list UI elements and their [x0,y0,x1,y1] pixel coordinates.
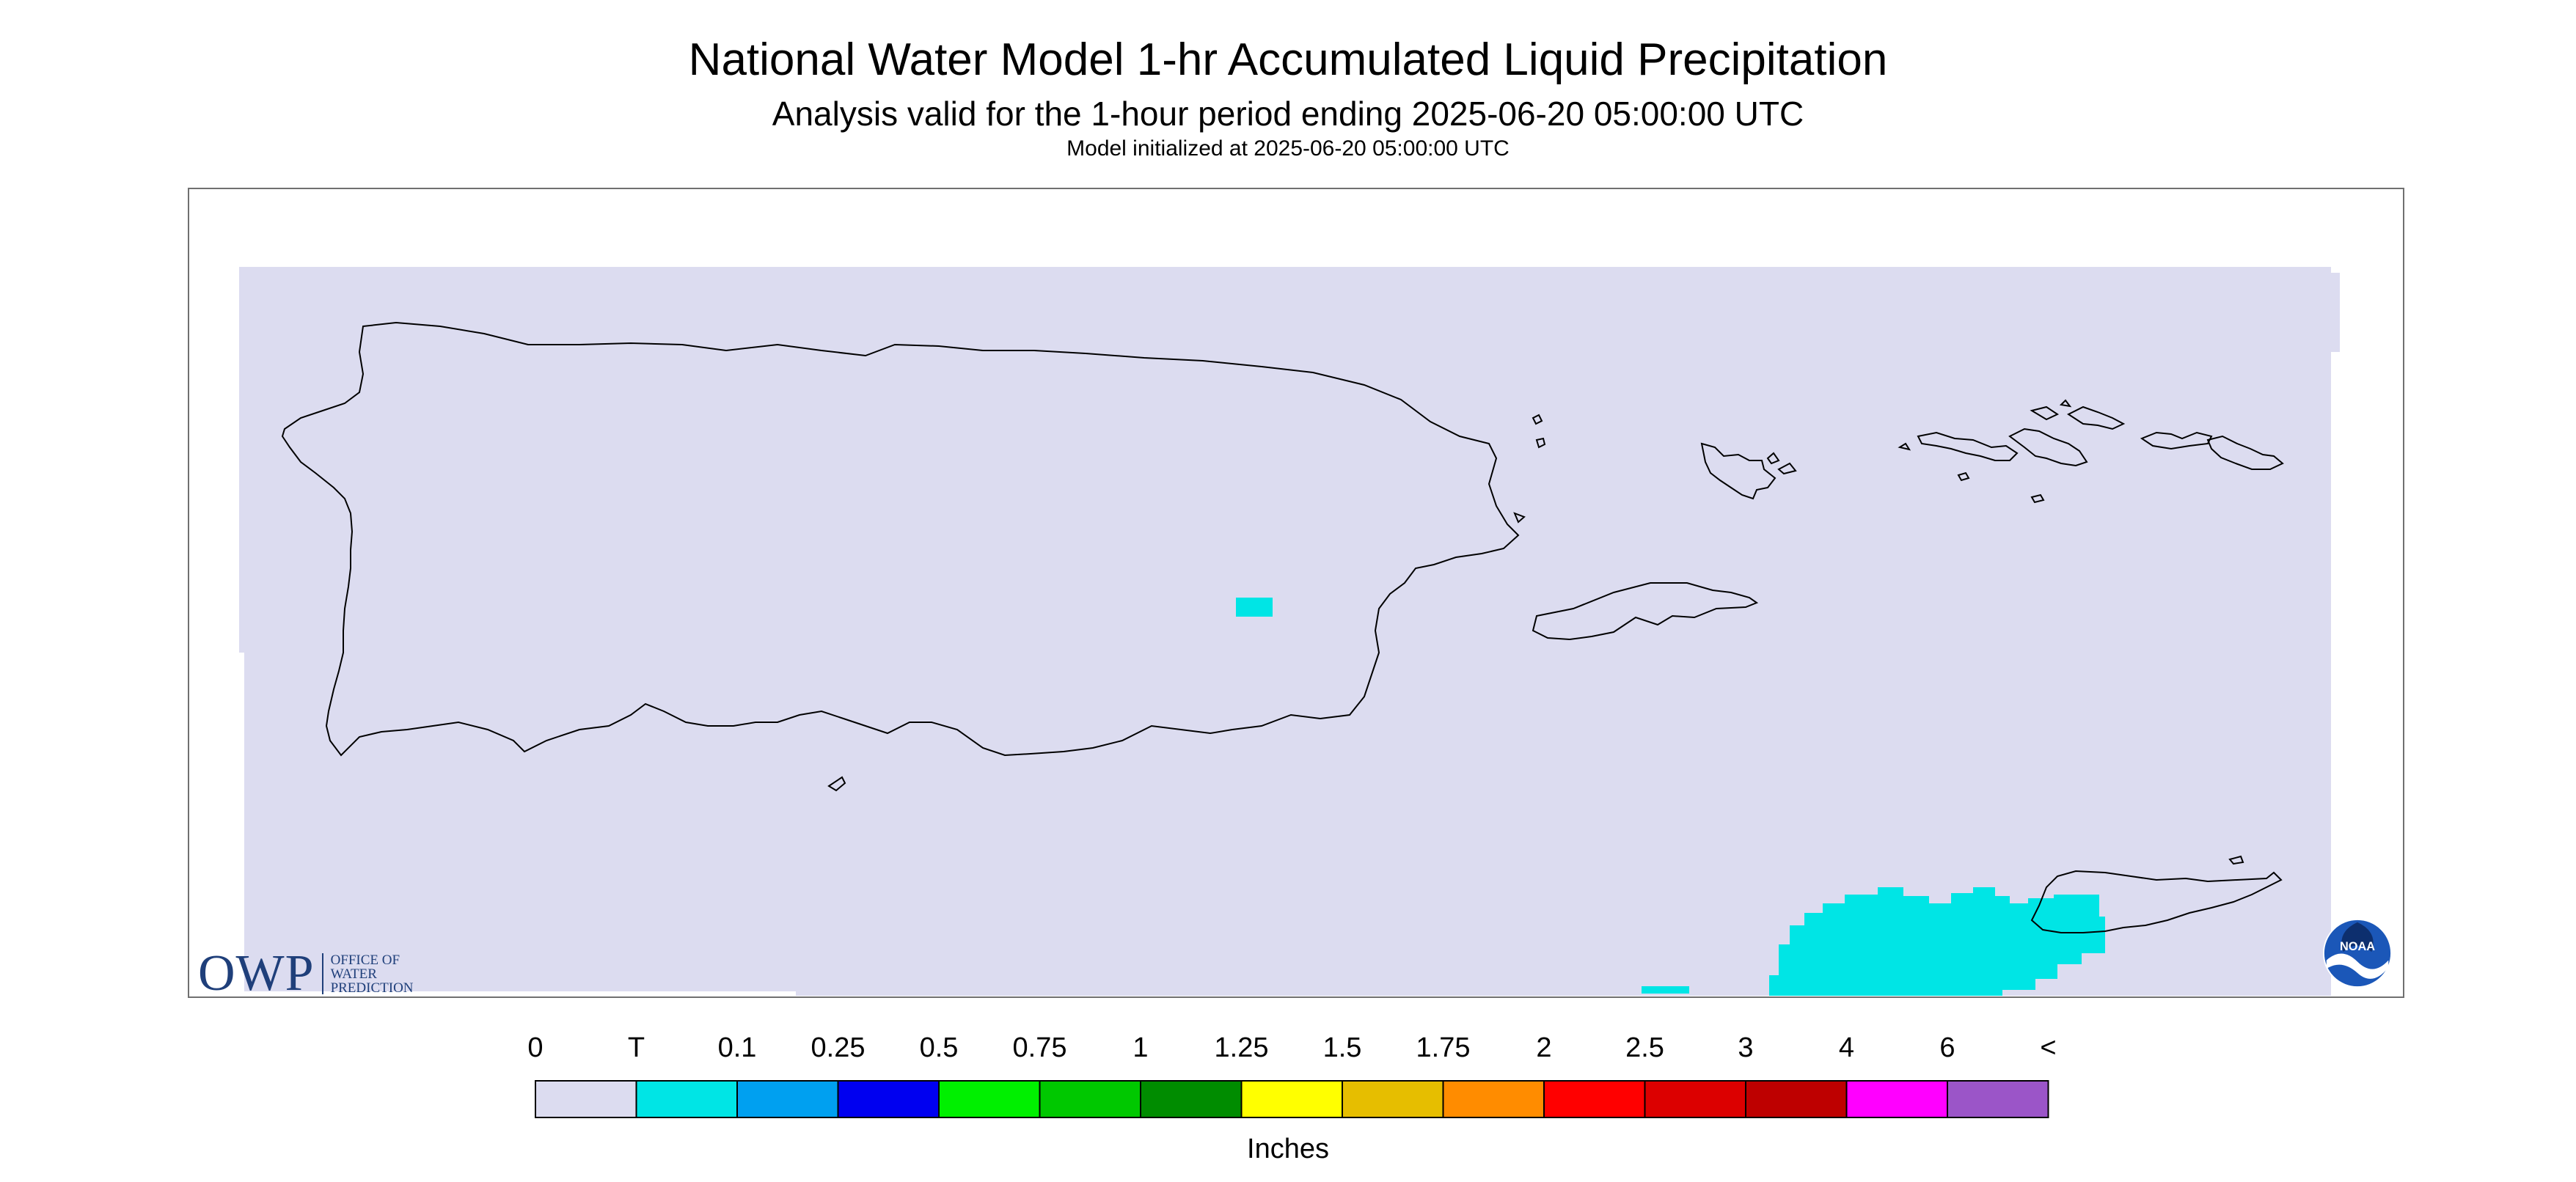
legend-swatch [635,1080,738,1118]
vieques-coast [1532,582,1759,641]
legend-swatch [1140,1080,1243,1118]
precip-cell [1769,887,2105,996]
owp-logo-line: WATER [330,966,377,982]
legend-swatch [1845,1080,1948,1118]
legend-colorbar [535,1080,2049,1118]
precip-cell [1236,598,1273,617]
st-thomas-coast [1917,431,2019,461]
map-title: National Water Model 1-hr Accumulated Li… [688,34,1888,85]
jost-van-dyke-coast [2030,405,2060,421]
legend-swatch [1644,1080,1746,1118]
noaa-logo-text: NOAA [2340,940,2375,953]
legend-swatch [938,1080,1041,1118]
legend-swatch [535,1080,637,1118]
small-cay-coast [1898,442,1911,451]
legend-swatch [1745,1080,1848,1118]
small-cay-coast [2059,399,2072,408]
owp-logo-line: PREDICTION [330,980,414,996]
precip-cells [1236,598,2105,996]
legend-swatch [1039,1080,1141,1118]
grid-background [239,267,2340,996]
legend-unit-label: Inches [1247,1134,1329,1164]
culebrita-coast [1766,452,1780,465]
legend-swatch [837,1080,940,1118]
buck-island-coast [2228,855,2244,865]
owp-logo-mark: OWP [198,945,315,1002]
st-john-coast [2008,427,2088,467]
puerto-rico-coast [281,321,1520,757]
precip-cell [1642,986,1689,994]
tortola-coast [2066,405,2126,430]
owp-logo-text: OFFICE OF WATER PREDICTION [331,953,414,995]
culebra-coast [1700,442,1777,500]
map-subtitle: Analysis valid for the 1-hour period end… [772,95,1804,133]
owp-logo: OWP OFFICE OF WATER PREDICTION [198,944,414,1003]
coastlines [281,321,2284,933]
legend-swatch [1947,1080,2049,1118]
legend-swatch [1240,1080,1343,1118]
mona-island-coast [827,776,846,792]
small-cay-coast [1513,512,1526,524]
owp-logo-line: OFFICE OF [330,952,400,968]
small-cay-coast [2030,493,2045,504]
owp-logo-divider [321,953,323,994]
small-cay-coast [1535,437,1546,449]
st-croix-coast [2030,870,2283,933]
legend-swatch [1543,1080,1646,1118]
islet-coast [1777,462,1797,475]
legend-swatch [736,1080,839,1118]
legend-swatch [1342,1080,1444,1118]
noaa-logo: NOAA [2322,918,2393,988]
legend-swatch [1442,1080,1545,1118]
small-cay-coast [1957,471,1970,482]
model-init-line: Model initialized at 2025-06-20 05:00:00… [1066,136,1510,161]
virgin-gorda-coast [2140,431,2213,450]
anegada-coast [2206,435,2284,470]
small-cay-coast [1532,414,1543,425]
